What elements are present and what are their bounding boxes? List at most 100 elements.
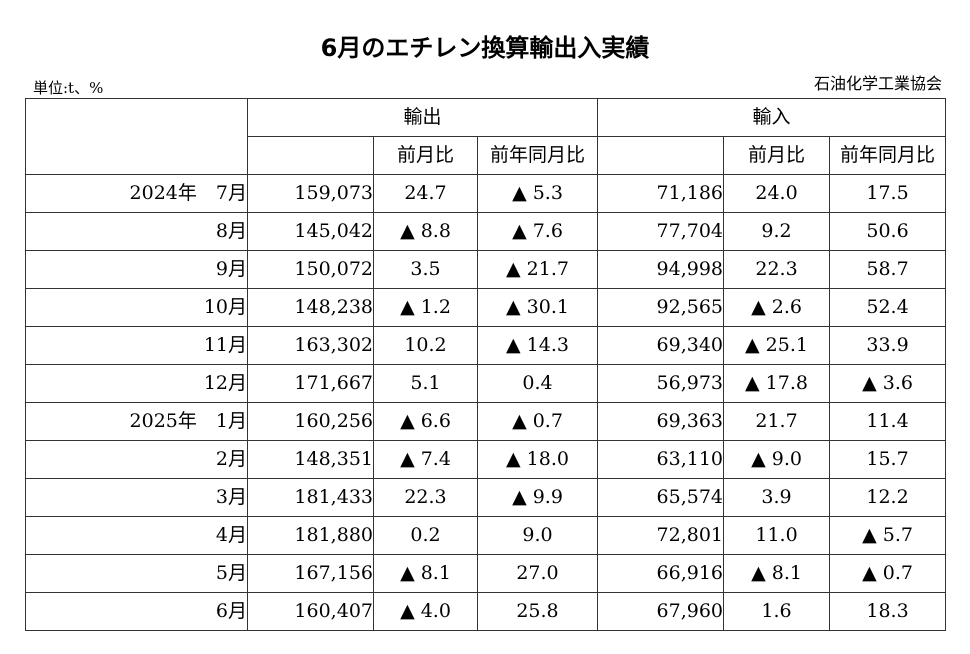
export-mom-cell: ▲ 7.4 — [373, 440, 478, 479]
export-volume-cell: 160,256 — [247, 402, 374, 441]
export-mom-cell: ▲ 8.1 — [373, 554, 478, 593]
export-volume-cell: 171,667 — [247, 364, 374, 403]
export-volume-cell: 150,072 — [247, 250, 374, 289]
import-volume-cell: 77,704 — [597, 212, 725, 251]
period-cell: 2025年 1月 — [25, 402, 248, 441]
export-yoy-cell: ▲ 21.7 — [476, 250, 599, 289]
unit-label: 単位:t、% — [33, 79, 104, 97]
period-cell: 4月 — [25, 516, 248, 555]
import-yoy-cell: 11.4 — [829, 402, 947, 441]
period-cell: 3月 — [25, 478, 248, 517]
export-volume-cell: 181,433 — [247, 478, 374, 517]
page-title: 6月のエチレン換算輸出入実績 — [320, 34, 650, 62]
import-yoy-cell: ▲ 0.7 — [829, 554, 947, 593]
export-volume-cell: 145,042 — [247, 212, 374, 251]
export-yoy-cell: 27.0 — [476, 554, 599, 593]
export-volume-cell: 181,880 — [247, 516, 374, 555]
export-mom-cell: ▲ 1.2 — [373, 288, 478, 327]
import-mom-cell: ▲ 25.1 — [723, 326, 831, 365]
import-yoy-cell: 12.2 — [829, 478, 947, 517]
period-cell: 12月 — [25, 364, 248, 403]
export-volume-cell: 160,407 — [247, 592, 374, 631]
table-row: 2025年 1月 160,256 ▲ 6.6 ▲ 0.7 69,363 21.7 11.4 — [25, 402, 947, 441]
import-mom-cell: 1.6 — [723, 592, 831, 631]
export-mom-cell: 22.3 — [373, 478, 478, 517]
export-yoy-cell: ▲ 5.3 — [476, 174, 599, 213]
header-export-yoy: 前年同月比 — [476, 136, 599, 175]
import-volume-cell: 63,110 — [597, 440, 725, 479]
import-volume-cell: 69,340 — [597, 326, 725, 365]
export-mom-cell: 0.2 — [373, 516, 478, 555]
export-mom-cell: ▲ 4.0 — [373, 592, 478, 631]
period-cell: 10月 — [25, 288, 248, 327]
import-mom-cell: ▲ 17.8 — [723, 364, 831, 403]
period-cell: 8月 — [25, 212, 248, 251]
import-volume-cell: 65,574 — [597, 478, 725, 517]
export-yoy-cell: ▲ 18.0 — [476, 440, 599, 479]
export-yoy-cell: ▲ 7.6 — [476, 212, 599, 251]
export-yoy-cell: ▲ 30.1 — [476, 288, 599, 327]
import-volume-cell: 72,801 — [597, 516, 725, 555]
table-row: 5月 167,156 ▲ 8.1 27.0 66,916 ▲ 8.1 ▲ 0.7 — [25, 554, 947, 593]
import-yoy-cell: ▲ 5.7 — [829, 516, 947, 555]
import-mom-cell: ▲ 2.6 — [723, 288, 831, 327]
import-mom-cell: 22.3 — [723, 250, 831, 289]
import-mom-cell: 21.7 — [723, 402, 831, 441]
import-mom-cell: ▲ 9.0 — [723, 440, 831, 479]
header-blank-cell — [25, 98, 248, 175]
table-row: 9月 150,072 3.5 ▲ 21.7 94,998 22.3 58.7 — [25, 250, 947, 289]
organization-name: 石油化学工業協会 — [813, 74, 942, 93]
export-yoy-cell: ▲ 0.7 — [476, 402, 599, 441]
header-import-yoy: 前年同月比 — [829, 136, 947, 175]
export-yoy-cell: ▲ 9.9 — [476, 478, 599, 517]
export-yoy-cell: ▲ 14.3 — [476, 326, 599, 365]
table-row: 3月 181,433 22.3 ▲ 9.9 65,574 3.9 12.2 — [25, 478, 947, 517]
period-cell: 5月 — [25, 554, 248, 593]
import-mom-cell: 3.9 — [723, 478, 831, 517]
period-cell: 11月 — [25, 326, 248, 365]
import-yoy-cell: 18.3 — [829, 592, 947, 631]
import-volume-cell: 67,960 — [597, 592, 725, 631]
table-row: 10月 148,238 ▲ 1.2 ▲ 30.1 92,565 ▲ 2.6 52.4 — [25, 288, 947, 327]
export-yoy-cell: 0.4 — [476, 364, 599, 403]
import-mom-cell: 11.0 — [723, 516, 831, 555]
export-volume-cell: 167,156 — [247, 554, 374, 593]
period-cell: 9月 — [25, 250, 248, 289]
export-yoy-cell: 25.8 — [476, 592, 599, 631]
export-volume-cell: 159,073 — [247, 174, 374, 213]
import-volume-cell: 94,998 — [597, 250, 725, 289]
header-row-sub: 前月比 前年同月比 前月比 前年同月比 — [26, 136, 947, 175]
export-volume-cell: 148,238 — [247, 288, 374, 327]
table-row: 12月 171,667 5.1 0.4 56,973 ▲ 17.8 ▲ 3.6 — [25, 364, 947, 403]
import-mom-cell: ▲ 8.1 — [723, 554, 831, 593]
header-export: 輸出 — [246, 98, 599, 137]
import-yoy-cell: 50.6 — [829, 212, 947, 251]
export-mom-cell: 24.7 — [373, 174, 478, 213]
table-row: 6月 160,407 ▲ 4.0 25.8 67,960 1.6 18.3 — [25, 592, 947, 631]
period-cell: 6月 — [25, 592, 248, 631]
import-yoy-cell: 17.5 — [829, 174, 947, 213]
import-mom-cell: 24.0 — [723, 174, 831, 213]
table-row: 8月 145,042 ▲ 8.8 ▲ 7.6 77,704 9.2 50.6 — [25, 212, 947, 251]
header-row-group: 輸出 輸入 — [25, 98, 947, 175]
import-yoy-cell: 58.7 — [829, 250, 947, 289]
header-export-volume — [247, 136, 374, 175]
import-volume-cell: 71,186 — [597, 174, 725, 213]
export-mom-cell: ▲ 8.8 — [373, 212, 478, 251]
import-yoy-cell: 15.7 — [829, 440, 947, 479]
export-mom-cell: ▲ 6.6 — [373, 402, 478, 441]
export-mom-cell: 5.1 — [373, 364, 478, 403]
import-volume-cell: 69,363 — [597, 402, 725, 441]
header-export-mom: 前月比 — [373, 136, 478, 175]
export-mom-cell: 3.5 — [373, 250, 478, 289]
table-row: 4月 181,880 0.2 9.0 72,801 11.0 ▲ 5.7 — [25, 516, 947, 555]
import-yoy-cell: 33.9 — [829, 326, 947, 365]
import-yoy-cell: 52.4 — [829, 288, 947, 327]
period-cell: 2024年 7月 — [25, 174, 248, 213]
table-row: 2月 148,351 ▲ 7.4 ▲ 18.0 63,110 ▲ 9.0 15.7 — [25, 440, 947, 479]
period-cell: 2月 — [25, 440, 248, 479]
import-volume-cell: 66,916 — [597, 554, 725, 593]
header-import-volume — [597, 136, 725, 175]
export-yoy-cell: 9.0 — [476, 516, 599, 555]
export-volume-cell: 163,302 — [247, 326, 374, 365]
